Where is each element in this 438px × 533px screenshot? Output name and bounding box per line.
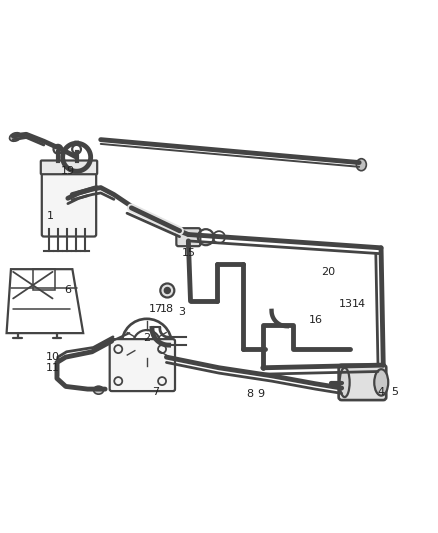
Text: 1: 1	[47, 211, 54, 221]
FancyBboxPatch shape	[41, 160, 97, 174]
Text: 7: 7	[152, 387, 159, 397]
Text: 4: 4	[378, 387, 385, 397]
Text: 2: 2	[143, 334, 150, 343]
Circle shape	[164, 287, 170, 294]
Text: 9: 9	[257, 390, 264, 399]
FancyBboxPatch shape	[339, 365, 386, 400]
Text: 3: 3	[178, 307, 185, 317]
Text: 5: 5	[391, 387, 398, 397]
FancyBboxPatch shape	[42, 163, 96, 237]
Circle shape	[144, 341, 150, 347]
Text: 20: 20	[321, 267, 336, 277]
Text: 19: 19	[61, 166, 75, 175]
Text: 10: 10	[46, 352, 60, 362]
Circle shape	[160, 284, 174, 297]
FancyBboxPatch shape	[110, 339, 175, 391]
Text: 15: 15	[181, 248, 195, 258]
Text: 13: 13	[339, 299, 353, 309]
Text: 17: 17	[148, 304, 162, 314]
Text: 11: 11	[46, 363, 60, 373]
Ellipse shape	[374, 369, 388, 395]
Text: 14: 14	[352, 299, 366, 309]
Ellipse shape	[94, 386, 103, 394]
Ellipse shape	[357, 159, 366, 171]
Ellipse shape	[339, 368, 350, 397]
FancyBboxPatch shape	[177, 228, 200, 246]
Text: 8: 8	[246, 390, 253, 399]
Text: 16: 16	[308, 315, 322, 325]
Text: 6: 6	[64, 286, 71, 295]
Ellipse shape	[10, 133, 21, 141]
Text: 18: 18	[159, 304, 173, 314]
